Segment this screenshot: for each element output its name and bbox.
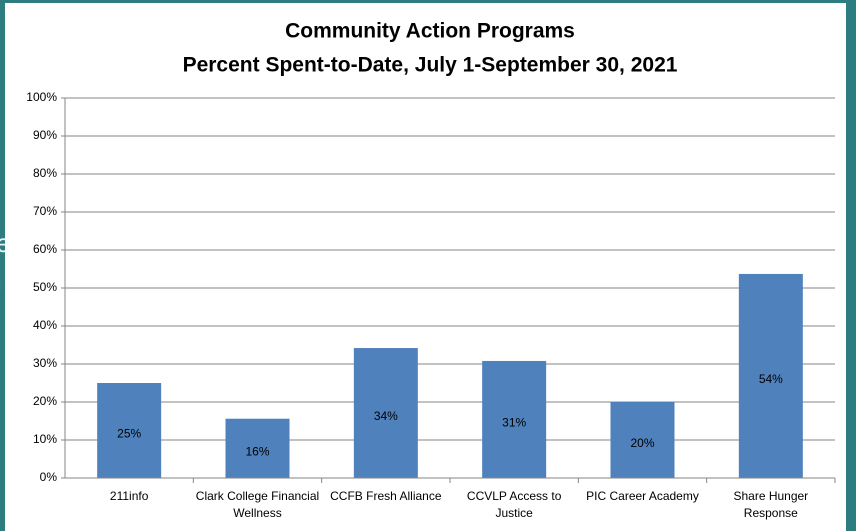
- y-tick-label: 20%: [33, 394, 57, 408]
- y-tick-label: 50%: [33, 280, 57, 294]
- x-tick-label: CCFB Fresh Alliance: [330, 489, 442, 503]
- x-tick-label: Clark College Financial Wellness: [195, 489, 320, 520]
- bar: [738, 273, 803, 478]
- y-tick-label: 60%: [33, 242, 57, 256]
- data-label: 25%: [117, 427, 141, 441]
- chart-subtitle: Percent Spent-to-Date, July 1-September …: [183, 54, 678, 77]
- data-label: 54%: [759, 372, 783, 386]
- slide-text: i: [0, 268, 2, 299]
- bar: [610, 402, 675, 478]
- data-label: 16%: [245, 445, 269, 459]
- chart-title: Community Action Programs: [285, 20, 575, 43]
- bar: [97, 383, 162, 478]
- x-tick-label: PIC Career Academy: [586, 489, 699, 503]
- y-tick-label: 100%: [26, 90, 57, 104]
- y-tick-label: 30%: [33, 356, 57, 370]
- y-tick-label: 0%: [40, 470, 58, 484]
- data-label: 34%: [374, 409, 398, 423]
- y-tick-label: 10%: [33, 432, 57, 446]
- x-tick-label: CCVLP Access to Justice: [466, 489, 562, 520]
- bar: [482, 360, 547, 478]
- data-label: 20%: [630, 436, 654, 450]
- y-tick-label: 70%: [33, 204, 57, 218]
- data-label: 31%: [502, 416, 526, 430]
- y-tick-label: 40%: [33, 318, 57, 332]
- bar: [353, 348, 418, 478]
- y-tick-label: 80%: [33, 166, 57, 180]
- x-tick-label: 211info: [109, 489, 149, 503]
- y-tick-label: 90%: [33, 128, 57, 142]
- x-tick-label: Share Hunger Response: [733, 489, 809, 520]
- bar: [225, 418, 290, 478]
